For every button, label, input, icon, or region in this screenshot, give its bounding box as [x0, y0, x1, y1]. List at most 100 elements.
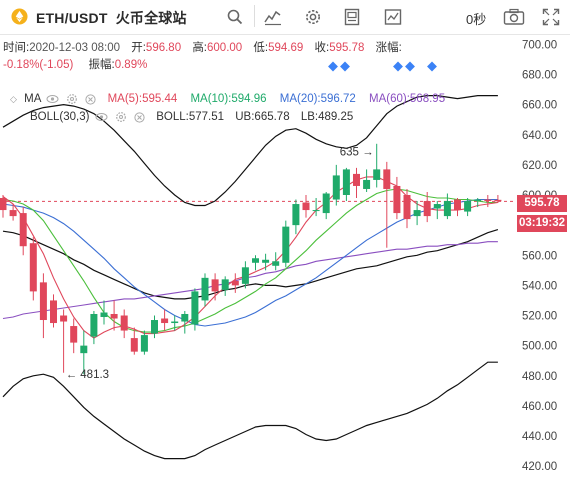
- change-label: 涨幅:: [375, 42, 402, 54]
- candle-body: [494, 199, 502, 202]
- price-axis-label: 560.00: [522, 250, 557, 262]
- candle-body: [464, 201, 472, 212]
- event-marker-icon[interactable]: [328, 61, 338, 72]
- ma20-value: MA(20):596.72: [279, 93, 356, 106]
- candle-body: [322, 193, 330, 214]
- candle-countdown-tag: 03:19:32: [517, 215, 567, 232]
- eth-logo-icon: [11, 8, 28, 25]
- candle-body: [272, 261, 280, 266]
- camera-icon[interactable]: [503, 8, 525, 26]
- candle-body: [241, 267, 249, 284]
- candle-body: [282, 226, 290, 263]
- price-axis-label: 640.00: [522, 130, 557, 142]
- ma20-line: [2, 198, 498, 327]
- candle-body: [90, 313, 98, 337]
- candle-body: [50, 300, 57, 324]
- candle-body: [151, 320, 158, 334]
- candlestick-chart[interactable]: 700.00680.00660.00640.00620.00600.00580.…: [0, 34, 570, 486]
- current-price-tag: 595.78: [517, 195, 567, 212]
- candle-body: [332, 175, 340, 200]
- candle-body: [353, 173, 360, 186]
- gear-icon[interactable]: [115, 111, 127, 123]
- boll-mid-value: BOLL:577.51: [156, 111, 225, 124]
- search-icon[interactable]: [226, 8, 244, 26]
- candle-body: [130, 338, 138, 352]
- ma5-value: MA(5):595.44: [107, 93, 178, 106]
- exchange-name: 火币全球站: [115, 10, 187, 26]
- price-axis-label: 700.00: [522, 39, 557, 51]
- open-label: 开:: [131, 42, 146, 54]
- candle-body: [140, 335, 148, 352]
- boll-name: BOLL(30,3): [30, 111, 90, 124]
- event-marker-icon[interactable]: [405, 61, 415, 72]
- candle-body: [383, 169, 391, 189]
- candle-body: [393, 185, 401, 214]
- high-mark-label: 635 →: [340, 146, 374, 158]
- candle-body: [403, 195, 411, 220]
- candle-body: [19, 213, 27, 247]
- price-axis-label: 480.00: [522, 371, 557, 383]
- fullscreen-chart-icon[interactable]: [384, 8, 402, 26]
- price-axis-label: 440.00: [522, 431, 557, 443]
- candle-body: [100, 312, 108, 318]
- price-axis-label: 660.00: [522, 100, 557, 112]
- candle-body: [191, 291, 199, 325]
- price-axis-label: 620.00: [522, 160, 557, 172]
- ma60-line: [2, 241, 498, 320]
- candle-body: [413, 210, 421, 217]
- event-marker-icon[interactable]: [340, 61, 350, 72]
- candle-body: [373, 169, 381, 180]
- candle-body: [312, 210, 320, 212]
- pair-title[interactable]: ETH/USDT 火币全球站: [36, 8, 187, 28]
- low-label: 低:: [253, 42, 269, 54]
- countdown-text: 0秒: [466, 12, 487, 27]
- high-label: 高:: [192, 42, 208, 54]
- collapse-icon[interactable]: ◇: [10, 94, 17, 105]
- time-label: 时间:: [3, 42, 30, 54]
- ma5-line: [2, 176, 498, 339]
- pair-name: ETH/USDT: [36, 10, 108, 26]
- price-axis-label: 540.00: [522, 280, 557, 292]
- candle-body: [262, 259, 270, 263]
- eye-icon[interactable]: [95, 112, 108, 122]
- candle-body: [474, 199, 482, 202]
- candle-body: [292, 204, 300, 226]
- candle-body: [0, 198, 7, 211]
- boll-legend-row: BOLL(30,3) BOLL:577.51 UB:665.78 LB:489.…: [30, 111, 353, 123]
- candle-body: [80, 345, 88, 354]
- price-axis-label: 420.00: [522, 461, 557, 473]
- candle-body: [70, 326, 78, 343]
- boll-ub-value: UB:665.78: [235, 111, 290, 124]
- candle-body: [9, 210, 17, 217]
- layout-icon[interactable]: [343, 8, 361, 26]
- event-marker-icon[interactable]: [427, 61, 437, 72]
- eye-icon[interactable]: [46, 94, 59, 104]
- indicator-icon[interactable]: [264, 8, 282, 26]
- candle-body: [110, 313, 118, 319]
- ma60-value: MA(60):568.95: [369, 93, 446, 106]
- ohlc-info-row-2: -0.18%(-1.05) 振幅:0.89%: [3, 56, 147, 72]
- event-marker-icon[interactable]: [393, 61, 403, 72]
- close-label: 收:: [314, 42, 330, 54]
- candle-body: [443, 201, 451, 217]
- candle-body: [363, 179, 371, 189]
- gear-icon[interactable]: [66, 93, 78, 105]
- expand-icon[interactable]: [542, 8, 560, 26]
- settings-icon[interactable]: [304, 8, 322, 26]
- boll-upper-line: [2, 94, 498, 207]
- close-icon[interactable]: [134, 111, 145, 123]
- close-value: 595.78: [329, 42, 365, 54]
- boll-lb-value: LB:489.25: [300, 111, 354, 124]
- candle-body: [171, 321, 179, 324]
- candle-body: [60, 315, 68, 322]
- candle-body: [201, 277, 209, 301]
- candle-body: [161, 318, 169, 324]
- close-icon[interactable]: [85, 93, 96, 105]
- price-axis-label: 680.00: [522, 70, 557, 82]
- boll-middle-line: [2, 229, 499, 300]
- candle-body: [231, 280, 239, 286]
- candle-body: [454, 199, 461, 211]
- ma10-line: [2, 188, 498, 333]
- candle-body: [433, 204, 441, 209]
- amplitude-label: 振幅:: [88, 59, 115, 71]
